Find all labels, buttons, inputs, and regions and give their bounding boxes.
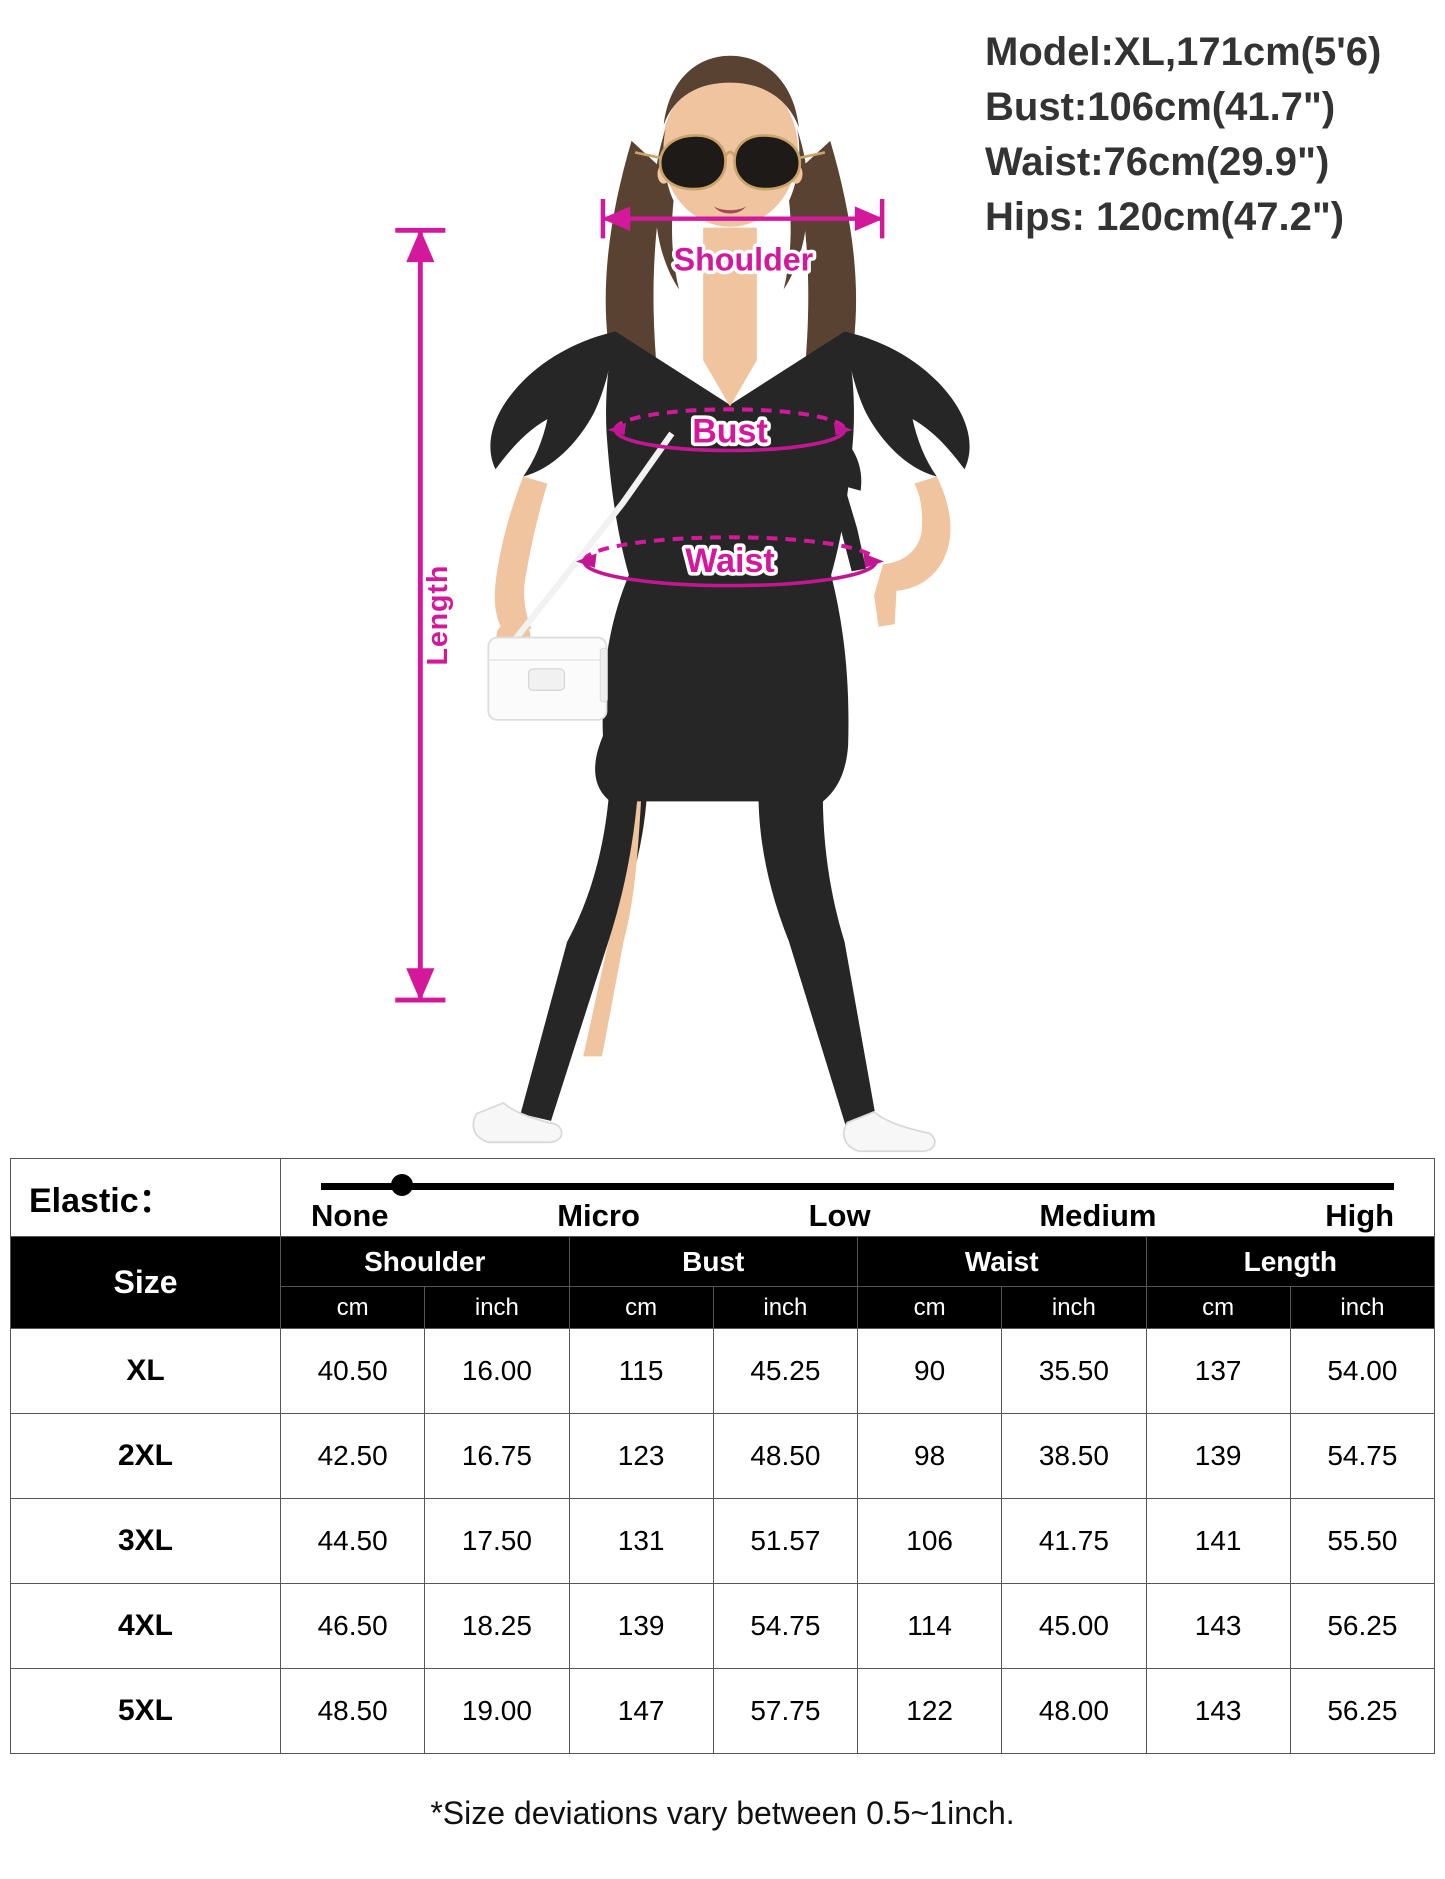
svg-text:Hips: 120cm(47.2"): Hips: 120cm(47.2") [985,195,1344,239]
svg-text:Shoulder: Shoulder [674,242,814,278]
svg-text:Waist:76cm(29.9"): Waist:76cm(29.9") [985,140,1329,184]
svg-text:Model:XL,171cm(5'6): Model:XL,171cm(5'6) [985,30,1381,74]
svg-text:Waist: Waist [685,542,774,580]
svg-text:Bust:106cm(41.7"): Bust:106cm(41.7") [985,85,1335,129]
svg-text:Bust: Bust [692,412,768,450]
svg-text:Length: Length [422,565,454,666]
